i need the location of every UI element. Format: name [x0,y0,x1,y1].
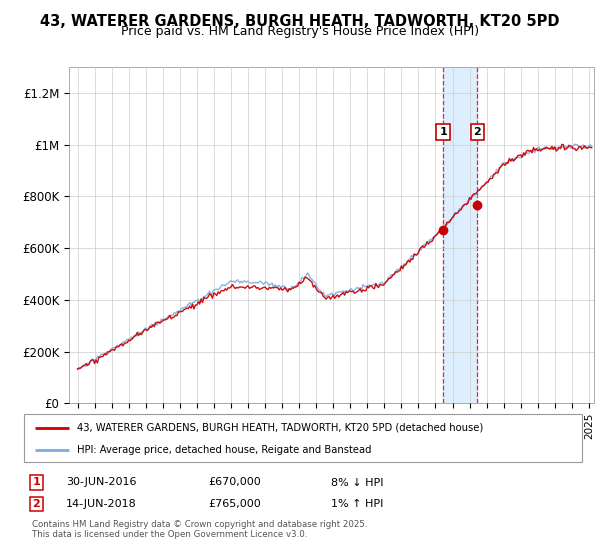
Text: 30-JUN-2016: 30-JUN-2016 [66,478,136,488]
Text: 14-JUN-2018: 14-JUN-2018 [66,499,137,509]
Text: £670,000: £670,000 [208,478,261,488]
Text: 1: 1 [439,127,447,137]
Text: 43, WATERER GARDENS, BURGH HEATH, TADWORTH, KT20 5PD (detached house): 43, WATERER GARDENS, BURGH HEATH, TADWOR… [77,423,483,433]
Text: Contains HM Land Registry data © Crown copyright and database right 2025.
This d: Contains HM Land Registry data © Crown c… [32,520,368,539]
Text: 2: 2 [32,499,40,509]
Text: 43, WATERER GARDENS, BURGH HEATH, TADWORTH, KT20 5PD: 43, WATERER GARDENS, BURGH HEATH, TADWOR… [40,14,560,29]
Text: Price paid vs. HM Land Registry's House Price Index (HPI): Price paid vs. HM Land Registry's House … [121,25,479,38]
Text: 8% ↓ HPI: 8% ↓ HPI [331,478,383,488]
FancyBboxPatch shape [24,414,582,462]
Text: £765,000: £765,000 [208,499,261,509]
Text: 2: 2 [473,127,481,137]
Bar [443,67,477,403]
Text: HPI: Average price, detached house, Reigate and Banstead: HPI: Average price, detached house, Reig… [77,445,371,455]
Text: 1: 1 [32,478,40,488]
Text: 1% ↑ HPI: 1% ↑ HPI [331,499,383,509]
